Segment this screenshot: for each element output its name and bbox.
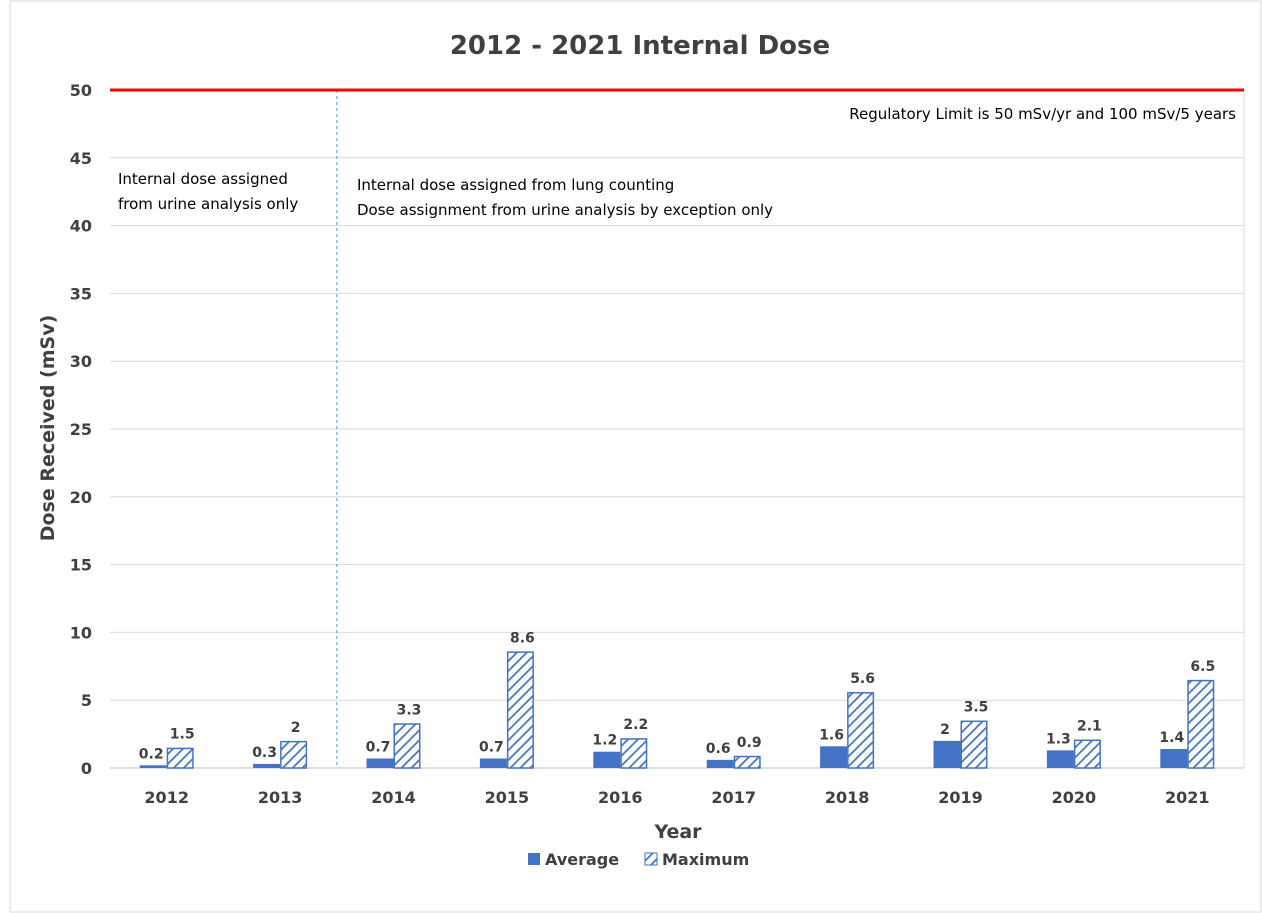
bar-maximum-2012 xyxy=(166,747,194,769)
y-tick-label-10: 10 xyxy=(70,623,92,642)
gridlines xyxy=(110,88,1245,769)
bar-maximum-2015 xyxy=(506,651,534,769)
bar-average-2014 xyxy=(366,758,394,768)
data-label-maximum-2021: 6.5 xyxy=(1190,659,1215,675)
data-label-maximum-2019: 3.5 xyxy=(964,700,989,716)
x-tick-label-2015: 2015 xyxy=(485,788,530,807)
bar-average-2021 xyxy=(1160,749,1188,768)
bar-average-2020 xyxy=(1046,750,1074,768)
bar-average-2018 xyxy=(820,746,848,768)
data-label-maximum-2012: 1.5 xyxy=(170,727,195,743)
y-tick-label-15: 15 xyxy=(70,556,92,575)
y-tick-label-30: 30 xyxy=(70,352,92,371)
right-region-note-line-2: Dose assignment from urine analysis by e… xyxy=(357,201,773,219)
data-label-maximum-2015: 8.6 xyxy=(510,630,535,646)
bar-maximum-2013 xyxy=(280,740,308,769)
legend-label-average: Average xyxy=(545,850,619,869)
left-region-note-line-1: Internal dose assigned xyxy=(118,170,288,188)
y-tick-label-25: 25 xyxy=(70,420,92,439)
bar-average-2017 xyxy=(706,759,734,768)
data-label-maximum-2014: 3.3 xyxy=(397,702,422,718)
data-label-maximum-2013: 2 xyxy=(291,720,301,736)
x-tick-label-2017: 2017 xyxy=(711,788,756,807)
right-region-note-line-1: Internal dose assigned from lung countin… xyxy=(357,176,674,194)
data-label-maximum-2017: 0.9 xyxy=(737,735,762,751)
data-label-average-2021: 1.4 xyxy=(1159,730,1184,746)
y-tick-label-20: 20 xyxy=(70,488,92,507)
bar-average-2019 xyxy=(933,740,961,768)
data-label-average-2014: 0.7 xyxy=(366,740,391,756)
bar-maximum-2016 xyxy=(620,738,648,769)
data-label-maximum-2018: 5.6 xyxy=(850,671,875,687)
data-label-average-2016: 1.2 xyxy=(592,733,617,749)
x-axis-label: Year xyxy=(653,821,702,843)
data-label-maximum-2016: 2.2 xyxy=(623,717,648,733)
x-tick-label-2013: 2013 xyxy=(258,788,303,807)
x-tick-label-2020: 2020 xyxy=(1052,788,1097,807)
limit-note: Regulatory Limit is 50 mSv/yr and 100 mS… xyxy=(849,105,1236,123)
x-tick-label-2012: 2012 xyxy=(144,788,189,807)
legend-swatch-average xyxy=(528,853,540,865)
x-tick-label-2014: 2014 xyxy=(371,788,416,807)
chart-title: 2012 - 2021 Internal Dose xyxy=(450,31,830,61)
chart-frame xyxy=(9,0,1262,913)
legend-swatch-maximum xyxy=(644,852,658,866)
bar-maximum-2021 xyxy=(1187,679,1215,769)
y-tick-label-5: 5 xyxy=(81,691,92,710)
legend: Average Maximum xyxy=(528,850,749,869)
bar-maximum-2017 xyxy=(733,755,761,769)
data-label-average-2015: 0.7 xyxy=(479,740,504,756)
bar-maximum-2019 xyxy=(960,720,988,769)
y-axis-ticks: 0 5 10 15 20 25 30 35 40 45 50 xyxy=(70,81,92,778)
bar-maximum-2014 xyxy=(393,723,421,769)
bar-average-2016 xyxy=(593,751,621,768)
y-tick-label-45: 45 xyxy=(70,149,92,168)
data-labels: 0.2 1.5 0.3 2 0.7 3.3 0.7 8.6 1.2 2.2 0.6 0.9 1.6 5.6… xyxy=(139,630,1215,762)
y-tick-label-0: 0 xyxy=(81,759,92,778)
y-tick-label-35: 35 xyxy=(70,284,92,303)
bars xyxy=(139,651,1215,769)
y-tick-label-50: 50 xyxy=(70,81,92,100)
y-tick-label-40: 40 xyxy=(70,217,92,236)
x-axis-ticks: 2012 2013 2014 2015 2016 2017 2018 2019 2020 2021 xyxy=(144,788,1209,807)
bar-average-2012 xyxy=(139,765,167,768)
bar-maximum-2018 xyxy=(847,692,875,769)
data-label-maximum-2020: 2.1 xyxy=(1077,719,1102,735)
data-label-average-2013: 0.3 xyxy=(252,745,277,761)
data-label-average-2020: 1.3 xyxy=(1046,731,1071,747)
x-tick-label-2016: 2016 xyxy=(598,788,643,807)
data-label-average-2012: 0.2 xyxy=(139,746,164,762)
bar-average-2015 xyxy=(479,758,507,768)
x-tick-label-2018: 2018 xyxy=(825,788,870,807)
data-label-average-2017: 0.6 xyxy=(706,741,731,757)
legend-label-maximum: Maximum xyxy=(662,850,749,869)
left-region-note-line-2: from urine analysis only xyxy=(118,195,298,213)
y-axis-label: Dose Received (mSv) xyxy=(37,315,59,542)
bar-average-2013 xyxy=(253,763,281,768)
data-label-average-2019: 2 xyxy=(940,722,950,738)
x-tick-label-2021: 2021 xyxy=(1165,788,1210,807)
data-label-average-2018: 1.6 xyxy=(819,727,844,743)
bar-maximum-2020 xyxy=(1073,739,1101,769)
x-tick-label-2019: 2019 xyxy=(938,788,983,807)
